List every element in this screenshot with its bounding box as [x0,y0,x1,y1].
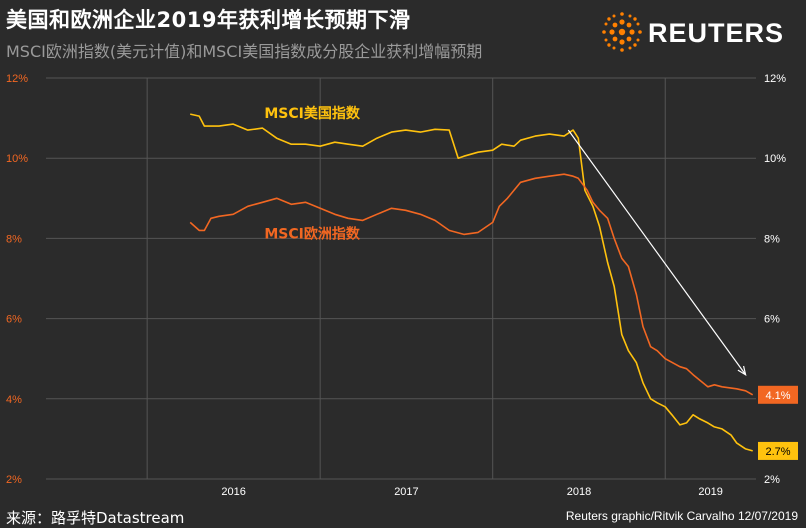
x-tick-label: 2018 [567,486,591,498]
series-line [190,113,753,452]
end-value-label: 2.7% [765,446,790,458]
data-source-note: 来源：路孚特Datastream [6,509,185,527]
graphic-credit: Reuters graphic/Ritvik Carvalho 12/07/20… [565,509,798,523]
reuters-wordmark: REUTERS [648,18,785,48]
y-tick-label-right: 10% [764,153,786,165]
y-tick-label-left: 2% [6,474,22,486]
chart-header: 美国和欧洲企业2019年获利增长预期下滑 MSCI欧洲指数(美元计值)和MSCI… [0,0,806,66]
chart-annotations: MSCI美国指数 2.7% MSCI欧洲指数 4.1% [264,105,798,460]
chart-series-lines [189,113,754,452]
x-tick-label: 2019 [698,486,722,498]
chart-tick-labels: 2%2%4%4%6%6%8%8%10%10%12%12%201620172018… [6,73,786,498]
y-tick-label-left: 12% [6,73,28,85]
end-value-tag [758,385,798,404]
chart-subtitle: MSCI欧洲指数(美元计值)和MSCI美国指数成分股企业获利增幅预期 [6,42,483,61]
x-tick-label: 2016 [221,486,245,498]
trend-arrow-shaft [567,129,747,376]
chart-gridlines [46,77,756,480]
end-value-label: 4.1% [765,390,790,402]
chart-title: 美国和欧洲企业2019年获利增长预期下滑 [6,8,411,32]
x-tick-label: 2017 [394,486,418,498]
y-tick-label-right: 12% [764,73,786,85]
series-name-label: MSCI欧洲指数 [264,225,360,242]
y-tick-label-right: 2% [764,474,780,486]
y-tick-label-left: 4% [6,394,22,406]
end-value-tag [758,441,798,460]
y-tick-label-left: 6% [6,314,22,326]
reuters-dot-sphere-icon [602,12,642,52]
y-tick-label-right: 8% [764,233,780,245]
reuters-logo: REUTERS [600,10,800,54]
y-tick-label-left: 10% [6,153,28,165]
trend-arrow-head-icon [737,365,747,376]
y-tick-label-left: 8% [6,233,22,245]
earnings-growth-chart: 2%2%4%4%6%6%8%8%10%10%12%12%201620172018… [6,73,798,498]
series-name-label: MSCI美国指数 [264,105,360,122]
y-tick-label-right: 6% [764,314,780,326]
series-line [189,173,754,396]
